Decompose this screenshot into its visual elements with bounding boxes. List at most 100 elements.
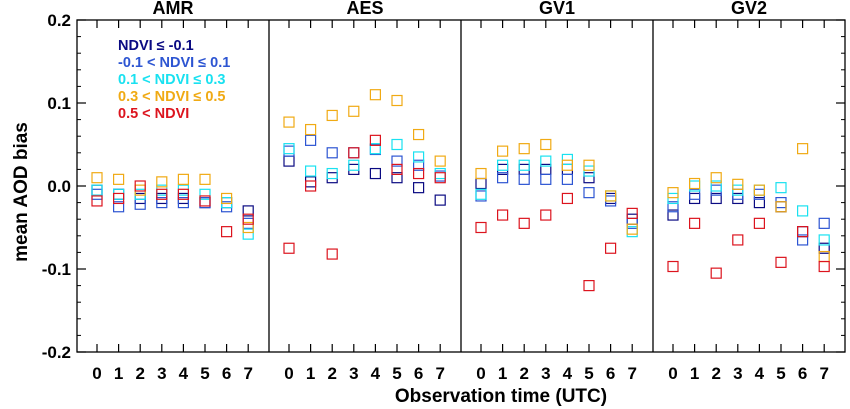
x-tick-label: 6 [606,364,615,383]
y-axis: -0.2 -0.1 0.0 0.1 0.2 [42,11,845,362]
data-point [413,151,425,163]
data-point [91,184,103,196]
data-point [434,194,446,206]
data-point [369,167,381,180]
y-tick-label: 0.0 [47,177,71,196]
data-point [688,217,701,229]
data-point [177,188,189,200]
data-point [413,159,425,171]
data-point [667,260,679,273]
data-point [753,217,766,229]
data-point [413,182,425,194]
data-point [688,177,701,190]
y-tick-label: -0.2 [42,343,71,362]
data-point [91,184,103,196]
data-point [242,213,254,225]
x-tick-label: 4 [563,364,573,383]
data-point [221,197,233,209]
data-point [561,153,574,166]
x-tick-label: 7 [435,364,444,383]
data-point [283,116,295,128]
data-point [753,184,766,196]
data-point [242,205,254,217]
data-point [775,201,787,213]
data-point [775,182,787,194]
x-tick-label: 1 [498,364,507,383]
data-points [91,89,830,292]
data-point [561,159,574,171]
data-point [91,195,103,207]
data-point [326,109,338,122]
data-point [391,94,403,107]
x-tick-label: 1 [690,364,699,383]
data-point [156,188,168,200]
data-point [242,221,254,234]
data-point [540,173,552,185]
data-point [604,190,617,202]
data-point [518,173,530,185]
data-point [583,280,595,292]
x-tick-label: 6 [414,364,423,383]
data-point [112,192,125,205]
data-point [112,201,125,213]
data-point [818,260,830,273]
data-point [604,192,617,205]
data-point [796,205,809,217]
legend-entry: 0.1 < NDVI ≤ 0.3 [118,72,226,88]
data-point [305,123,317,136]
panel-title-amr: AMR [153,0,194,18]
data-point [604,242,617,254]
data-point [156,197,168,209]
data-point [688,192,701,205]
data-point [177,173,189,185]
data-point [583,187,595,199]
data-point [475,221,487,234]
x-axis-label: Observation time (UTC) [395,386,607,407]
data-point [391,138,403,151]
x-tick-label: 7 [627,364,636,383]
data-point [818,242,830,254]
data-point [667,209,679,221]
data-point [242,217,254,229]
y-tick-label: 0.1 [47,94,71,113]
data-point [242,228,254,240]
data-point [710,192,722,205]
x-tick-label: 4 [371,364,381,383]
data-point [134,198,146,210]
data-point [626,213,638,225]
y-axis-label: mean AOD bias [11,122,32,262]
data-point [561,163,574,175]
data-point [391,163,403,175]
x-tick-label: 2 [135,364,144,383]
x-tick-label: 7 [819,364,828,383]
data-point [305,165,317,177]
data-point [156,176,168,188]
data-point [475,167,487,180]
data-point [775,197,787,209]
data-point [369,134,381,146]
x-tick-label: 6 [222,364,231,383]
data-point [112,173,125,185]
data-point [91,172,103,184]
data-point [177,197,189,209]
data-point [369,143,381,155]
data-point [134,180,146,192]
data-point [583,165,595,177]
data-point [667,192,679,205]
data-point [732,178,744,190]
x-tick-label: 1 [306,364,315,383]
data-point [326,167,338,180]
data-point [221,197,233,209]
data-point [348,163,360,175]
x-tick-label: 3 [157,364,166,383]
data-point [305,180,317,192]
data-point [583,172,595,184]
data-point [112,188,125,200]
data-point [540,138,552,151]
data-point [326,147,338,159]
data-point [732,184,744,196]
x-tick-label: 0 [668,364,677,383]
x-tick-label: 4 [179,364,189,383]
